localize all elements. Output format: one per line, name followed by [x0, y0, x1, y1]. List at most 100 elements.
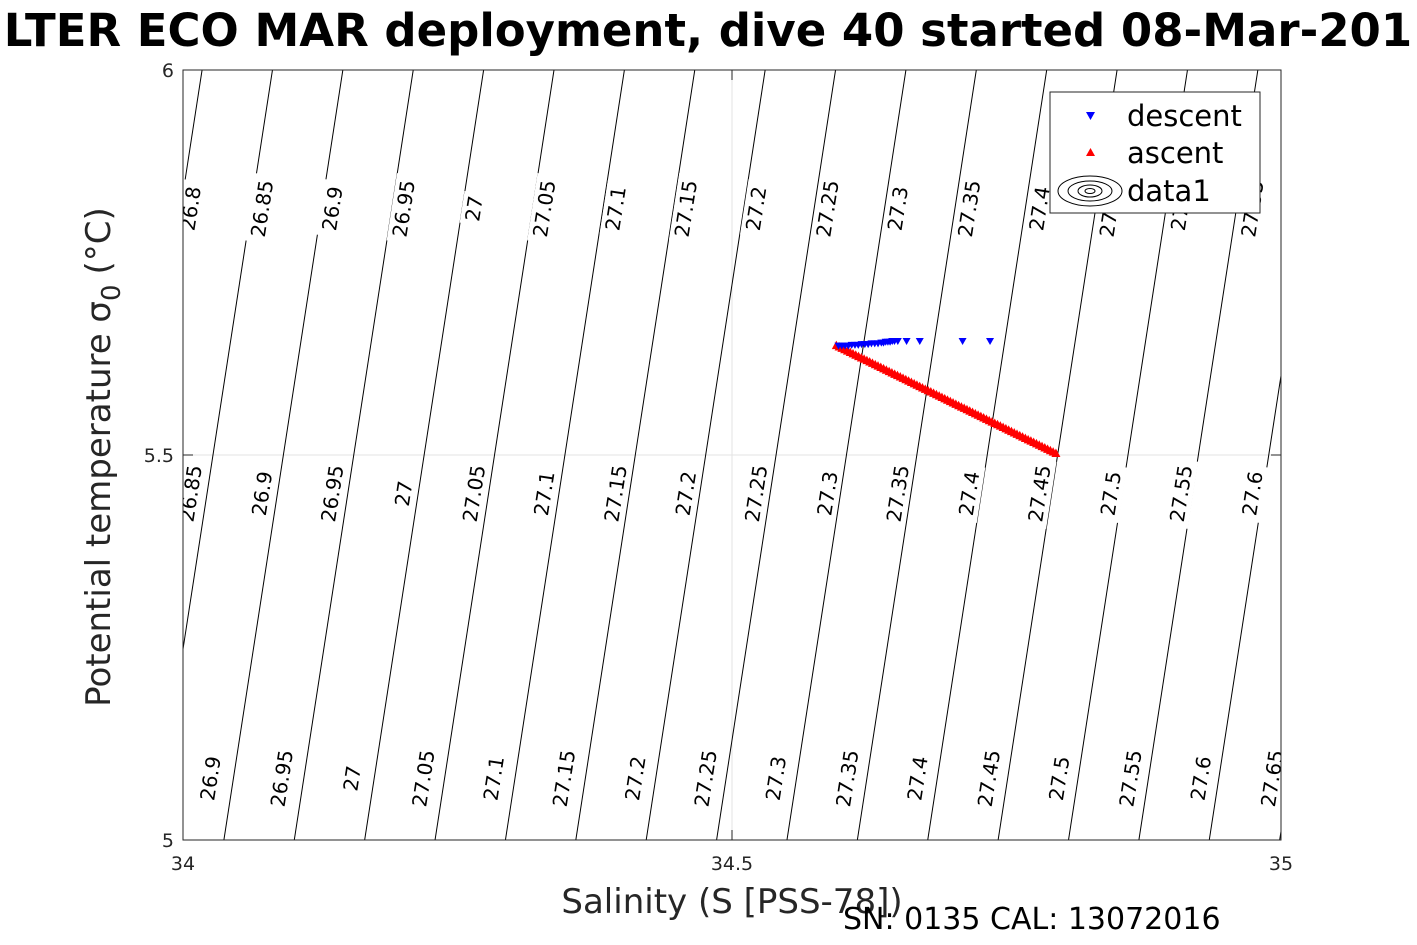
descent-marker [986, 338, 995, 346]
isoline-label-bg [811, 463, 844, 524]
descent-marker [915, 338, 924, 346]
isoline-label: 27 [389, 475, 419, 512]
isoline-label: 27.6 [1236, 463, 1269, 524]
y-tick-label: 5 [162, 830, 174, 852]
isoline-label-bg [183, 458, 208, 529]
isoline-label-bg [740, 179, 773, 239]
isoline-label: 26.9 [316, 179, 349, 239]
isoline-label-bg [316, 179, 349, 239]
footer-text: SN: 0135 CAL: 13072016 [843, 902, 1221, 937]
isoline-label-bg [1022, 458, 1057, 529]
isoline-label: 27.3 [811, 463, 844, 524]
ascent-series [831, 340, 1061, 457]
legend-marker-descent [1086, 112, 1095, 120]
isoline-label-text: 26.8 [175, 185, 206, 233]
legend-marker-contour [1057, 175, 1123, 207]
isoline-label-bg [386, 173, 421, 245]
isoline-label-bg [1043, 748, 1076, 808]
isoline-label-bg [1164, 458, 1199, 529]
isoline [0, 70, 61, 840]
isoline-label: 27.45 [971, 742, 1006, 814]
isoline-label-bg [1023, 179, 1056, 239]
isoline [716, 70, 837, 840]
isoline [645, 70, 766, 840]
isoline [1350, 70, 1417, 840]
isoline-label: 27.3 [759, 748, 793, 808]
legend-marker-contour [1067, 180, 1113, 202]
isoline-label-text: 27 [390, 479, 418, 508]
isoline-label-bg [183, 179, 207, 239]
isoline-label-bg [527, 173, 562, 245]
isoline [1279, 828, 1281, 840]
isoline-label-bg [546, 742, 582, 814]
isoline-label-bg [669, 463, 703, 524]
isoline-label-bg [953, 463, 986, 524]
isoline-label-bg [264, 742, 299, 814]
y-axis-label-sigma: σ [79, 301, 119, 323]
x-axis-label: Salinity (S [PSS-78]) [561, 882, 902, 922]
isoline-label: 27 [337, 760, 367, 797]
ascent-marker [1051, 448, 1061, 457]
isoline [504, 70, 625, 840]
isoline [786, 70, 907, 840]
y-axis-label-unit: (°C) [79, 207, 119, 274]
isoline-label-bg [830, 742, 865, 814]
legend-marker-contour [1077, 184, 1103, 198]
isoline-label-bg [688, 742, 723, 814]
isoline [856, 70, 977, 840]
legend-marker-ascent [1086, 148, 1095, 156]
isoline-label: 27.1 [599, 179, 632, 239]
isoline-label-bg [528, 463, 561, 524]
descent-marker [958, 338, 967, 346]
isoline-label-bg [810, 173, 845, 245]
descent-marker [893, 338, 902, 346]
isoline-label-bg [952, 173, 987, 245]
svg-text:Potential temperature σ0(°C): Potential temperature σ0 (°C) [79, 207, 127, 707]
x-tick-label: 35 [1269, 853, 1293, 875]
y-tick-label: 6 [162, 60, 174, 82]
isoline-label-bg [880, 458, 915, 529]
isoline-label-bg [337, 760, 367, 797]
isoline-label-bg [315, 458, 350, 529]
isoline-label-bg [1113, 742, 1148, 814]
isoline-label-bg [456, 458, 492, 529]
isoline-label-bg [619, 748, 652, 808]
isoline-label-bg [598, 458, 633, 529]
isoline-label: 27.5 [1043, 748, 1076, 808]
axis-ticks: 34 34.5 35 5 5.5 6 [144, 60, 1293, 875]
x-tick-label: 34.5 [711, 853, 753, 875]
isoline-label-text: 27 [460, 194, 488, 223]
isoline-label-bg [389, 475, 419, 512]
isoline-label: 27.6 [1184, 748, 1217, 808]
isoline-label-bg [1236, 463, 1269, 524]
y-axis-label: Potential temperature σ0 (°C) [79, 207, 127, 707]
isoline-label-bg [759, 748, 793, 808]
isoline-label-bg [881, 179, 914, 239]
x-tick-label: 34 [171, 853, 195, 875]
isoline [575, 70, 696, 840]
isoline-label-text: 27 [338, 764, 366, 793]
isoline-label-bg [599, 179, 632, 239]
isoline-label-bg [459, 190, 489, 227]
isoline-label-bg [1184, 748, 1217, 808]
isoline-label-bg [1094, 463, 1127, 524]
isoline [1208, 372, 1281, 840]
legend-box [1049, 91, 1261, 214]
y-axis-label-text: Potential temperature [79, 333, 119, 706]
isoline-label: 26.8 [175, 179, 207, 239]
isoline-label: 27.1 [528, 463, 561, 524]
legend-marker-contour [1084, 188, 1096, 194]
isoline-label-bg [245, 463, 279, 524]
isoline-label: 27 [459, 190, 489, 227]
legend-label: data1 [1127, 174, 1211, 208]
legend-label: descent [1127, 99, 1242, 133]
isoline-label-bg [406, 742, 441, 814]
isoline-label-bg [739, 458, 774, 529]
isoline-label: 27.05 [456, 458, 492, 529]
isoline-label-bg [477, 748, 510, 808]
isoline-label-bg [668, 173, 703, 245]
isoline-label: 27.1 [477, 748, 510, 808]
isoline-label: 27.3 [881, 179, 914, 239]
